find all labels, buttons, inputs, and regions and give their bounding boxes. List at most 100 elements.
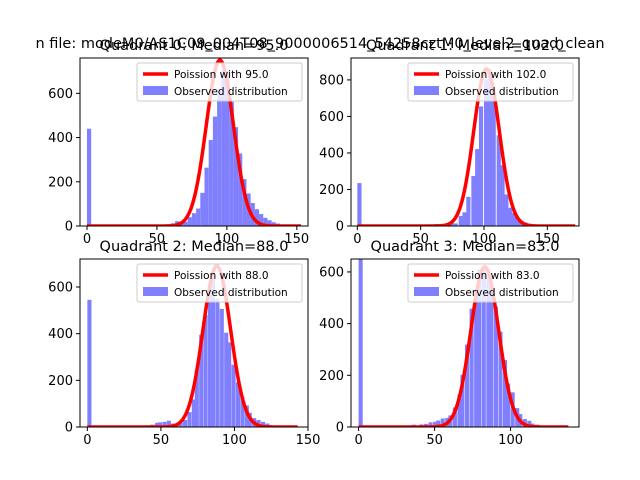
histogram-bar: [178, 422, 183, 427]
histogram-bar: [244, 405, 249, 427]
histogram-bar: [86, 128, 92, 226]
subplot-title: Quadrant 3: Median=83.0: [371, 239, 560, 255]
y-tick-label: 400: [48, 131, 73, 146]
subplots: 0 50 100 150 0 200 400 600 Poission with 95.0 Obs…: [48, 38, 580, 448]
histogram-bar: [212, 116, 218, 226]
histogram-bar: [440, 418, 445, 427]
histogram-bar: [182, 420, 188, 427]
legend-hist-swatch: [414, 86, 439, 95]
histogram-bar: [527, 420, 532, 427]
legend-box: [136, 263, 303, 303]
histogram-bar: [453, 223, 458, 226]
histogram-bar: [465, 344, 470, 427]
histogram-bar: [227, 342, 232, 427]
y-tick-label: 400: [48, 327, 73, 342]
histogram-bar: [504, 194, 509, 226]
histogram-bar: [187, 412, 192, 427]
histogram-bar: [267, 220, 272, 226]
histogram-bar: [466, 196, 471, 226]
histogram-bar: [500, 165, 505, 226]
x-tick-label: 100: [498, 433, 523, 448]
x-tick-label: 0: [83, 433, 91, 448]
histogram-bar: [503, 360, 508, 427]
y-tick-label: 600: [48, 87, 73, 102]
histogram-bar: [166, 420, 171, 427]
figure-suptitle: n file: modeM0/AS1C09_004T08_9000006514_…: [35, 36, 604, 52]
x-tick-label: 0: [354, 433, 362, 448]
x-tick-label: 50: [426, 433, 443, 448]
x-tick-label: 50: [412, 232, 429, 247]
y-tick-label: 0: [65, 220, 73, 235]
histogram-bar: [496, 135, 501, 226]
histogram-bar: [187, 217, 192, 226]
legend-label-observed: Observed distribution: [445, 86, 559, 98]
histogram-bar: [474, 289, 479, 427]
legend-label-observed: Observed distribution: [445, 287, 559, 299]
histogram-bar: [436, 420, 441, 427]
legend: Poission with 83.0 Observed distribution: [407, 263, 574, 303]
histogram-bar: [460, 374, 465, 427]
histogram-bar: [194, 369, 199, 427]
histogram-bar: [511, 213, 517, 226]
subplot-quadrant-1: 0 50 100 150 0 200 400 600 800 Poission with 102.…: [319, 38, 580, 247]
histogram-bar: [199, 334, 204, 427]
x-tick-label: 150: [296, 433, 321, 448]
histogram-bar: [204, 167, 209, 226]
histogram-bar: [498, 331, 503, 427]
legend-label-poisson: Poission with 88.0: [174, 270, 269, 282]
histogram-bar: [506, 383, 511, 427]
y-tick-label: 200: [48, 374, 73, 389]
histogram-bar: [238, 153, 243, 226]
histogram-bar: [487, 69, 492, 226]
histogram-bar: [225, 71, 230, 226]
subplot-quadrant-3: 0 50 100 0 200 400 600 Poission with 83.0 Observ…: [319, 239, 580, 448]
histogram-bar: [484, 79, 489, 226]
histogram-bar: [428, 422, 433, 427]
histogram-bar: [491, 96, 496, 226]
y-tick-label: 0: [336, 421, 344, 436]
histogram-bar: [457, 394, 462, 427]
legend-label-observed: Observed distribution: [174, 86, 288, 98]
histogram-bar: [208, 140, 213, 226]
legend-box: [407, 62, 574, 102]
histogram-bar: [254, 209, 260, 226]
histogram-bar: [87, 299, 92, 427]
x-tick-label: 50: [153, 433, 170, 448]
legend-label-poisson: Poission with 83.0: [445, 270, 540, 282]
histogram-bar: [260, 421, 266, 427]
y-tick-label: 0: [336, 220, 344, 235]
legend-label-poisson: Poission with 95.0: [174, 69, 269, 81]
histogram-bar: [433, 421, 438, 427]
y-tick-label: 600: [319, 265, 344, 280]
y-tick-label: 600: [48, 281, 73, 296]
histogram-bar: [162, 421, 167, 427]
legend-hist-swatch: [414, 287, 439, 296]
histogram-bar: [196, 208, 201, 226]
histogram-bar: [242, 179, 247, 226]
axes-frame: [350, 57, 580, 227]
x-tick-label: 100: [222, 433, 247, 448]
histogram-bar: [271, 222, 276, 226]
y-tick-label: 600: [319, 110, 344, 125]
axes-frame: [350, 258, 580, 428]
histogram-bar: [475, 149, 480, 226]
histogram-bar: [233, 127, 239, 226]
histogram-bar: [477, 269, 482, 427]
histogram-bar: [203, 315, 208, 427]
subplot-title: Quadrant 0: Median=95.0: [100, 38, 289, 54]
histogram-bar: [155, 422, 160, 427]
histogram-bar: [217, 89, 222, 226]
y-tick-label: 200: [319, 183, 344, 198]
subplot-quadrant-2: 0 50 100 150 0 200 400 600 Poission with 88.0 Obs…: [48, 239, 320, 448]
y-tick-label: 0: [65, 421, 73, 436]
x-tick-label: 150: [535, 232, 560, 247]
histogram-bar: [157, 422, 163, 427]
histogram-bar: [508, 207, 513, 226]
legend: Poission with 102.0 Observed distribution: [407, 62, 574, 102]
histogram-bar: [493, 306, 498, 427]
histogram-bar: [191, 213, 197, 226]
histogram-bar: [229, 101, 234, 226]
legend: Poission with 95.0 Observed distribution: [136, 62, 303, 102]
histogram-bar: [478, 106, 484, 226]
